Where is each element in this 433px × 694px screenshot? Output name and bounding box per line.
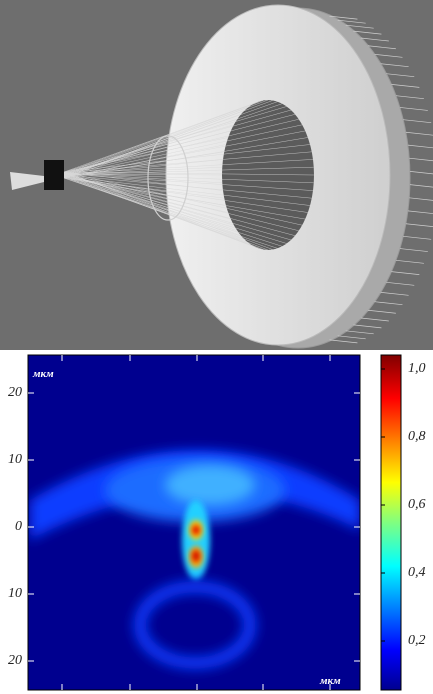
- ray: [63, 101, 278, 178]
- arrow: [399, 107, 428, 111]
- arrow: [329, 339, 358, 344]
- arrow: [395, 259, 424, 264]
- ray: [63, 171, 315, 176]
- arrow: [353, 30, 382, 35]
- y-tick-label: 20: [8, 653, 22, 668]
- ray: [63, 171, 303, 226]
- arrow: [395, 95, 424, 100]
- ray: [63, 171, 224, 191]
- ray: [63, 172, 314, 184]
- arrow: [337, 19, 366, 24]
- ray: [63, 159, 314, 175]
- lens-block: [44, 160, 64, 190]
- arrow: [399, 248, 428, 252]
- arrow: [409, 184, 433, 188]
- ray: [63, 177, 225, 199]
- heat-lower-ring: [134, 581, 256, 669]
- source-beam: [10, 172, 44, 190]
- ray: [63, 151, 312, 174]
- arrow: [380, 63, 409, 68]
- arrow: [405, 223, 433, 228]
- arrow: [409, 171, 433, 175]
- arrow: [360, 317, 389, 322]
- arrow: [403, 235, 432, 240]
- colorbar-tick-label: 0,6: [408, 497, 426, 512]
- plot-frame: [27, 354, 361, 691]
- arrow: [360, 37, 389, 42]
- arrow: [353, 324, 382, 329]
- ray-ring: [147, 135, 189, 221]
- colorbar-tick-label: 0,2: [408, 633, 426, 648]
- y-tick-label: 0: [15, 519, 22, 534]
- ray: [63, 172, 223, 184]
- ray: [63, 176, 227, 206]
- arrow: [374, 53, 403, 58]
- y-tick-label: 10: [8, 452, 22, 467]
- arrow: [405, 131, 433, 136]
- colorbar-tick-label: 1,0: [408, 361, 426, 376]
- colorbar-tick-label: 0,8: [408, 429, 426, 444]
- arrow: [407, 210, 433, 214]
- ray: [63, 173, 264, 250]
- arrow: [386, 281, 415, 286]
- ray: [63, 99, 269, 176]
- arrow: [329, 15, 358, 20]
- arrow: [386, 73, 415, 78]
- arrow: [367, 45, 396, 50]
- edge-arrows: [329, 15, 433, 344]
- unit-label: мкм: [319, 675, 341, 687]
- arrow: [380, 291, 409, 296]
- optical-render: [10, 4, 433, 349]
- y-tick-label: 10: [8, 586, 22, 601]
- ray: [63, 171, 273, 250]
- arrow: [403, 119, 432, 124]
- arrow: [374, 301, 403, 306]
- arrow: [337, 335, 366, 340]
- unit-label: мкм: [32, 368, 54, 380]
- ray: [63, 173, 296, 236]
- ray: [63, 159, 224, 177]
- ray: [63, 144, 311, 173]
- heat-zone: [165, 465, 255, 505]
- colorbar-axis: 1,0 0,8 0,6 0,4 0,2: [381, 361, 426, 648]
- ray: [63, 101, 259, 174]
- arrow: [407, 144, 433, 149]
- arrow: [345, 330, 374, 335]
- heat-peak: [192, 550, 200, 562]
- x-ticks: [61, 355, 331, 690]
- y-tick-label: 20: [8, 385, 22, 400]
- y-axis: 20 10 0 10 20: [8, 385, 360, 668]
- arrow: [345, 24, 374, 29]
- ray: [63, 172, 269, 251]
- ray: [63, 166, 314, 176]
- colorbar: [380, 354, 402, 691]
- heat-peak: [192, 525, 200, 535]
- ray: [63, 103, 283, 179]
- ray: [63, 114, 242, 177]
- arrow: [391, 271, 420, 275]
- heat-arc: [30, 450, 360, 540]
- arrow: [391, 84, 420, 88]
- ray: [63, 176, 250, 244]
- heatmap-field: [30, 450, 360, 669]
- colorbar-tick-label: 0,4: [408, 565, 426, 580]
- ray: [63, 175, 229, 213]
- arrow: [367, 309, 396, 314]
